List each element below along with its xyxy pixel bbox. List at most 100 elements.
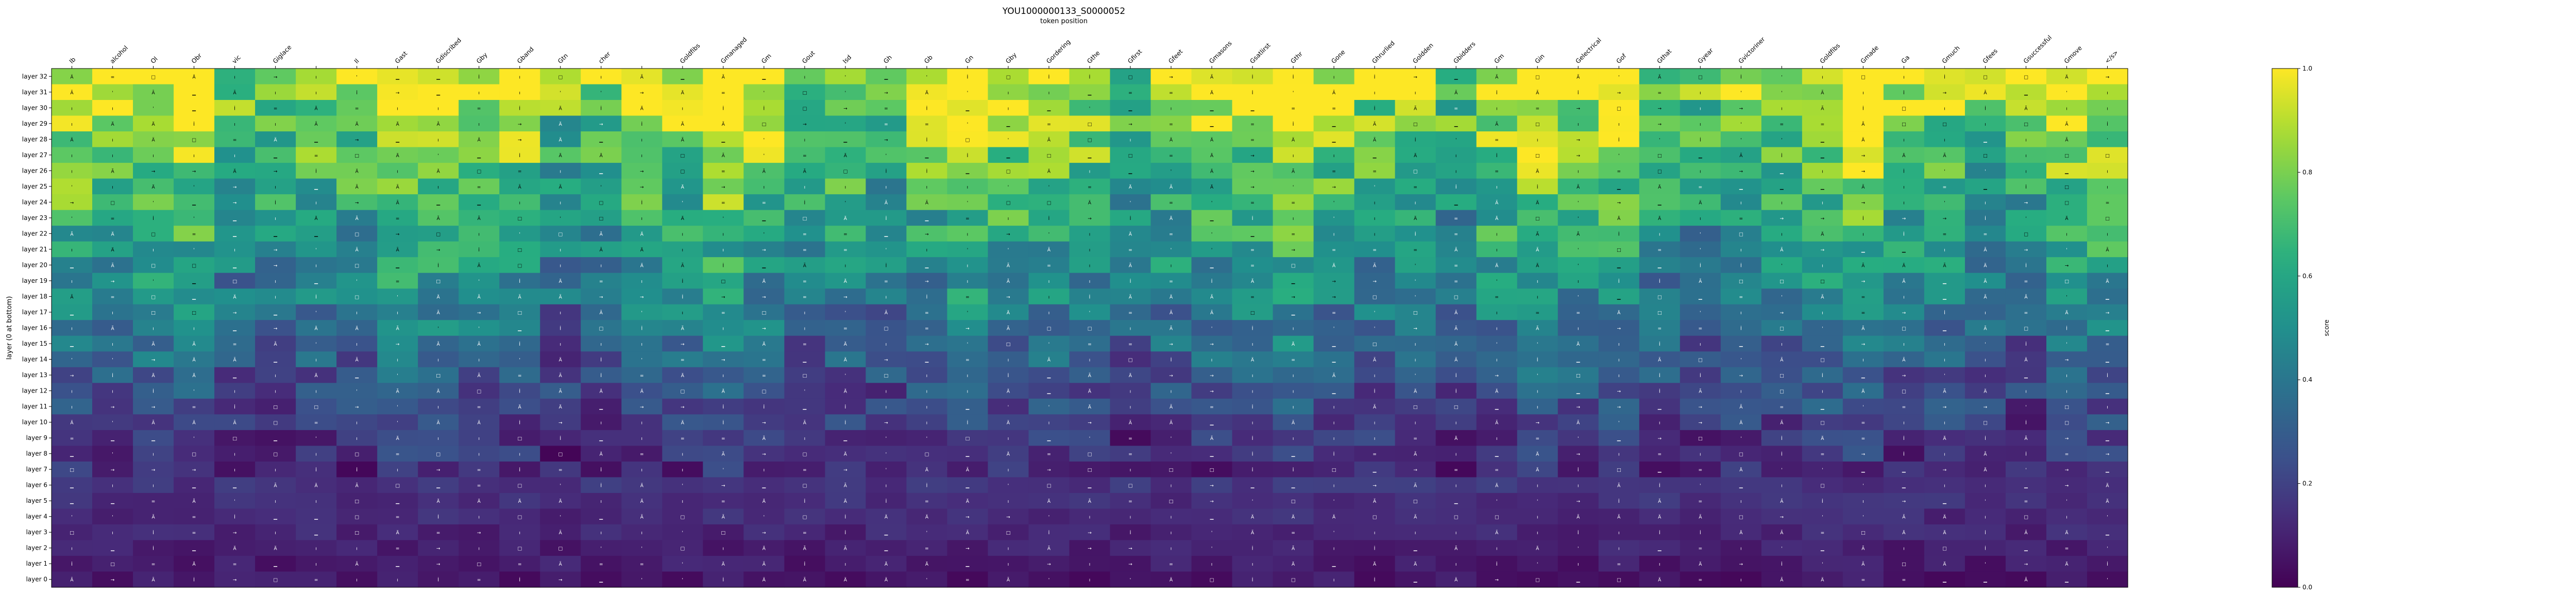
heatmap-cell: [743, 100, 785, 116]
heatmap-cell-label: □: [1291, 263, 1296, 268]
heatmap-cell: [1598, 383, 1640, 399]
heatmap-cell-label: ': [2025, 216, 2026, 222]
heatmap-cell: [2005, 335, 2047, 352]
x-tick-label: Gmuch: [1941, 44, 1961, 65]
heatmap-cell-label: İ: [1659, 342, 1660, 347]
heatmap-cell: [1720, 398, 1762, 415]
heatmap-cell-label: ı: [275, 531, 276, 536]
heatmap-cell: [377, 131, 418, 148]
heatmap-cell-label: ı: [845, 263, 846, 268]
heatmap-cell: [662, 69, 703, 85]
heatmap-cell-label: □: [1088, 468, 1092, 473]
heatmap-cell: [174, 477, 215, 494]
heatmap-cell: [1964, 163, 2006, 179]
heatmap-cell-label: →: [1250, 169, 1255, 174]
heatmap-cell-label: □: [1657, 169, 1662, 174]
heatmap-cell: [1639, 163, 1681, 179]
heatmap-cell-label: ı: [560, 169, 561, 174]
heatmap-cell-label: Ã: [315, 122, 318, 127]
y-tick-label: layer 18: [22, 293, 47, 300]
heatmap-cell-label: ▁: [2024, 91, 2028, 96]
heatmap-cell: [540, 226, 581, 242]
heatmap-cell: [2087, 147, 2128, 163]
heatmap-cell-label: →: [2106, 311, 2110, 316]
heatmap-cell: [418, 147, 459, 163]
heatmap-cell-label: =: [314, 154, 318, 159]
heatmap-cell: [1028, 163, 1070, 179]
heatmap-cell-label: Ã: [1495, 200, 1499, 206]
heatmap-cell-label: →: [2024, 200, 2028, 206]
heatmap-cell: [1964, 461, 2006, 478]
heatmap-cell: [1232, 414, 1274, 431]
x-tick-label: Gmanaged: [719, 36, 749, 65]
heatmap-cell-label: ı: [2107, 91, 2108, 96]
heatmap-cell-label: ı: [1578, 279, 1579, 284]
heatmap-cell-label: Ã: [762, 168, 766, 174]
heatmap-cell: [1842, 461, 1884, 478]
heatmap-cell: [784, 351, 825, 368]
heatmap-cell: [92, 194, 133, 211]
x-tick-label: Il: [353, 57, 361, 65]
heatmap-cell: [866, 241, 907, 258]
heatmap-cell-label: □: [151, 311, 156, 316]
heatmap-cell: [988, 446, 1029, 462]
heatmap-cell-label: Ä: [844, 216, 848, 222]
heatmap-cell: [2046, 131, 2088, 148]
heatmap-cell-label: İ: [1537, 184, 1538, 190]
heatmap-cell-label: ': [926, 75, 927, 80]
y-tick-label: layer 27: [22, 151, 47, 159]
x-tick-label: Goldfibs: [1819, 42, 1842, 65]
heatmap-cell-label: İ: [1700, 263, 1701, 268]
heatmap-cell-label: Ã: [559, 184, 563, 190]
heatmap-cell-label: İ: [1659, 373, 1660, 379]
heatmap-cell: [459, 241, 500, 258]
heatmap-cell: [621, 383, 663, 399]
heatmap-cell: [1191, 446, 1233, 462]
heatmap-cell: [2046, 335, 2088, 352]
heatmap-cell-label: Ã: [1699, 389, 1702, 395]
heatmap-cell: [784, 335, 825, 352]
heatmap-cell-label: □: [477, 562, 481, 567]
heatmap-cell-label: ': [478, 327, 479, 332]
heatmap-cell-label: ı: [478, 122, 480, 127]
heatmap-cell-label: Ä: [1821, 436, 1824, 441]
x-tick-label: Gfirst: [1126, 48, 1143, 65]
heatmap-cell: [621, 241, 663, 258]
heatmap-cell-label: ': [1944, 200, 1945, 206]
heatmap-cell: [1232, 351, 1274, 368]
heatmap-cell: [1313, 430, 1355, 446]
heatmap-cell-label: İ: [478, 247, 480, 253]
heatmap-cell: [906, 115, 948, 132]
heatmap-cell: [621, 351, 663, 368]
heatmap-cell-label: Ä: [600, 389, 603, 395]
heatmap-cell-label: ': [1781, 547, 1782, 552]
heatmap-cell: [214, 273, 256, 289]
heatmap-cell: [92, 163, 133, 179]
heatmap-cell-label: ▁: [761, 263, 766, 268]
heatmap-cell: [1639, 461, 1681, 478]
heatmap-cell: [133, 273, 174, 289]
heatmap-cell: [1273, 163, 1314, 179]
heatmap-cell-label: Ä: [1739, 530, 1743, 536]
heatmap-cell-label: ▁: [232, 216, 237, 222]
heatmap-cell-label: ı: [601, 263, 602, 268]
heatmap-cell-label: □: [558, 547, 563, 552]
heatmap-cell-label: ı: [1089, 263, 1091, 268]
heatmap-cell-label: ▁: [1657, 468, 1662, 473]
heatmap-cell: [1191, 304, 1233, 320]
heatmap-cell-label: İ: [152, 216, 154, 222]
heatmap-cell: [1476, 115, 1518, 132]
heatmap-cell-label: ı: [723, 373, 724, 379]
heatmap-cell-label: □: [681, 154, 685, 159]
heatmap-cell-label: ': [437, 154, 438, 159]
heatmap-cell-label: ı: [560, 263, 561, 268]
heatmap-cell-label: ▁: [965, 484, 970, 489]
heatmap-cell-label: Ã: [1047, 247, 1051, 253]
heatmap-cell-label: ': [1415, 263, 1416, 268]
heatmap-cell: [1395, 398, 1436, 415]
heatmap-cell-label: ı: [1415, 200, 1416, 206]
heatmap-cell: [336, 461, 378, 478]
heatmap-cell: [1395, 210, 1436, 226]
heatmap-cell-label: =: [1454, 232, 1458, 237]
heatmap-cell: [1802, 461, 1843, 478]
